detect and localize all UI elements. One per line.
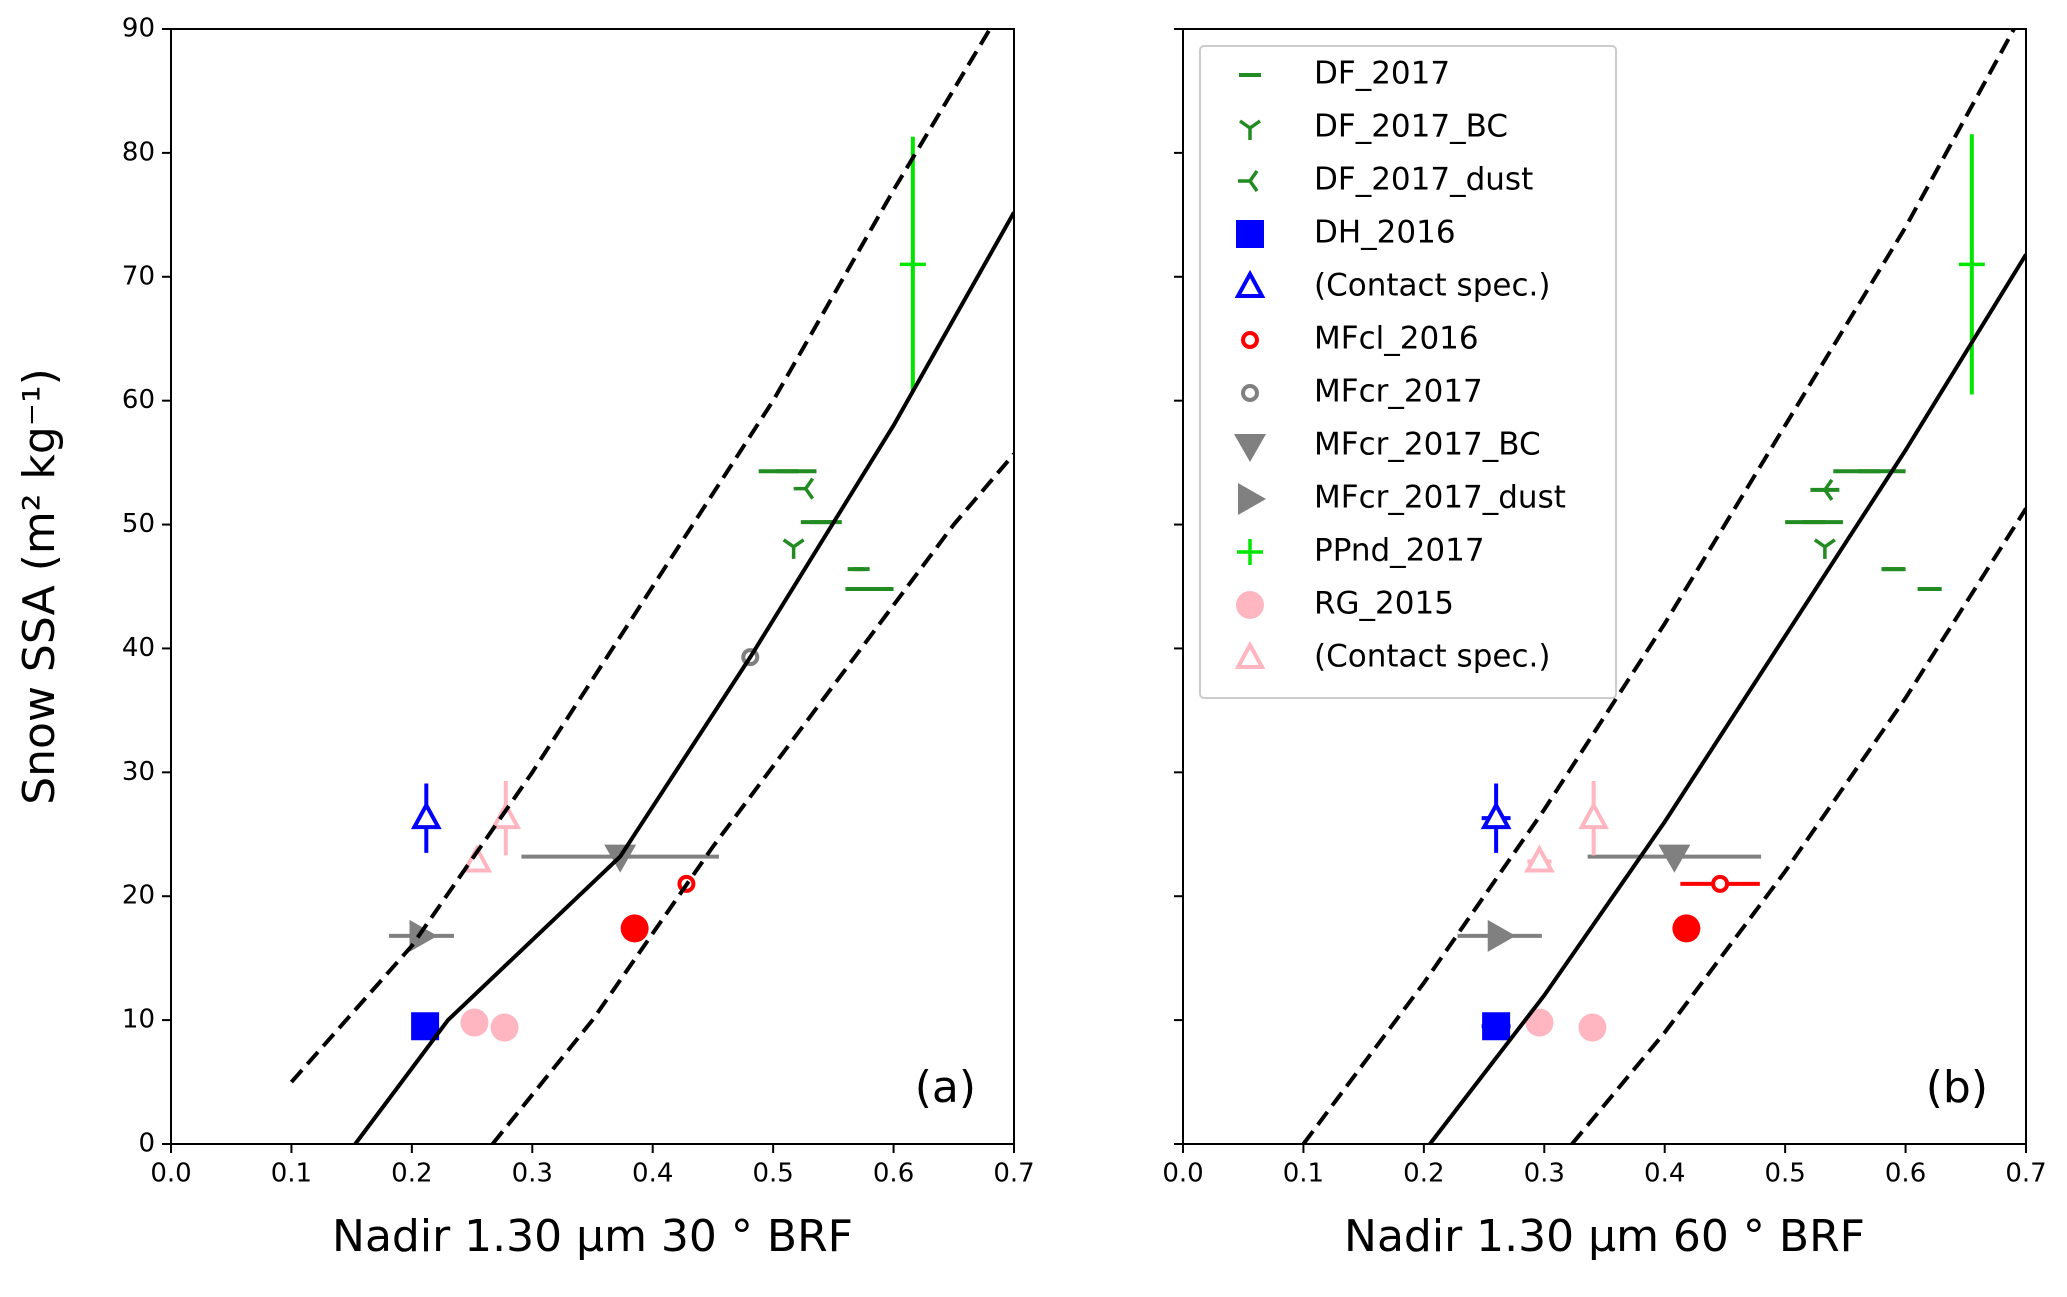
legend-label: (Contact spec.) — [1314, 268, 1550, 304]
panel-label: (a) — [915, 1062, 976, 1113]
y-tick-label: 80 — [122, 137, 155, 167]
x-tick-label: 0.7 — [993, 1159, 1034, 1189]
x-tick-label: 0.4 — [1644, 1159, 1685, 1189]
x-tick-label: 0.4 — [632, 1159, 673, 1189]
legend-marker — [1240, 384, 1260, 402]
legend-marker — [1236, 591, 1264, 619]
x-tick-label: 0.5 — [752, 1159, 793, 1189]
panel-label: (b) — [1926, 1062, 1988, 1113]
marker — [410, 800, 442, 830]
legend-label: (Contact spec.) — [1314, 639, 1550, 675]
legend-label: RG_2015 — [1314, 586, 1454, 622]
y-tick-label: 20 — [122, 881, 155, 911]
marker — [490, 1013, 519, 1042]
x-tick-label: 0.2 — [1403, 1159, 1444, 1189]
curve — [1301, 29, 2016, 1144]
marker — [1524, 844, 1555, 873]
marker — [1482, 1012, 1511, 1041]
legend-marker — [1234, 269, 1266, 298]
legend-label: MFcr_2017_BC — [1314, 427, 1541, 463]
x-tick-label: 0.0 — [150, 1159, 191, 1189]
marker — [899, 251, 926, 278]
curve — [353, 211, 1014, 1144]
legend-marker — [1234, 640, 1266, 669]
marker — [1578, 1013, 1607, 1042]
marker — [1711, 874, 1730, 893]
curve — [289, 29, 992, 1084]
legend-label: DH_2016 — [1314, 215, 1456, 251]
plot-area — [1301, 29, 2026, 1144]
marker — [461, 844, 493, 873]
legend-marker — [1238, 119, 1262, 140]
x-tick-label: 0.3 — [1524, 1159, 1565, 1189]
x-tick-label: 0.3 — [512, 1159, 553, 1189]
marker — [460, 1008, 489, 1037]
x-tick-label: 0.2 — [391, 1159, 432, 1189]
legend-label: DF_2017_BC — [1314, 109, 1508, 145]
marker — [1578, 800, 1610, 830]
x-tick-label: 0.0 — [1162, 1159, 1203, 1189]
x-tick-label: 0.1 — [271, 1159, 312, 1189]
y-tick-label: 10 — [122, 1005, 155, 1035]
x-tick-label: 0.6 — [1885, 1159, 1926, 1189]
x-tick-label: 0.5 — [1764, 1159, 1805, 1189]
legend-label: DF_2017_dust — [1314, 162, 1533, 198]
y-tick-label: 70 — [122, 261, 155, 291]
legend-label: MFcr_2017_dust — [1314, 480, 1566, 516]
legend-marker — [1238, 483, 1266, 515]
marker — [409, 919, 438, 952]
x-tick-label: 0.7 — [2005, 1159, 2046, 1189]
y-tick-label: 60 — [122, 385, 155, 415]
marker — [1812, 478, 1834, 501]
marker — [1480, 800, 1512, 830]
legend-marker — [1237, 539, 1263, 565]
y-tick-label: 40 — [122, 633, 155, 663]
marker — [1487, 919, 1516, 952]
y-axis-label: Snow SSA (m² kg⁻¹) — [14, 368, 65, 805]
marker — [620, 914, 649, 943]
x-axis-label: Nadir 1.30 μm 30 ° BRF — [332, 1211, 853, 1262]
marker — [782, 538, 805, 559]
marker — [1525, 1008, 1554, 1037]
y-tick-label: 50 — [122, 509, 155, 539]
marker — [1958, 251, 1985, 278]
x-tick-label: 0.6 — [873, 1159, 914, 1189]
marker — [1813, 538, 1836, 559]
legend-marker — [1240, 331, 1260, 349]
x-axis-label: Nadir 1.30 μm 60 ° BRF — [1344, 1211, 1865, 1262]
legend-marker — [1238, 169, 1259, 193]
marker — [793, 477, 815, 500]
y-tick-label: 30 — [122, 757, 155, 787]
curve — [1428, 253, 2026, 1144]
y-tick-label: 90 — [122, 14, 155, 44]
axes-frame — [1182, 28, 2027, 1145]
legend-label: PPnd_2017 — [1314, 533, 1485, 569]
curve — [490, 452, 1014, 1144]
legend-box — [1199, 45, 1617, 699]
marker — [1658, 844, 1691, 873]
y-tick-label: 0 — [138, 1129, 155, 1159]
legend-label: MFcl_2016 — [1314, 321, 1479, 357]
x-tick-label: 0.1 — [1283, 1159, 1324, 1189]
legend-label: DF_2017 — [1314, 56, 1450, 92]
axes-frame — [170, 28, 1015, 1145]
marker — [1672, 914, 1701, 943]
curve — [1570, 507, 2026, 1144]
legend-label: MFcr_2017 — [1314, 374, 1483, 410]
marker — [411, 1012, 440, 1041]
plot-area — [289, 29, 1014, 1144]
legend-marker — [1236, 220, 1264, 248]
legend-marker — [1234, 434, 1266, 462]
